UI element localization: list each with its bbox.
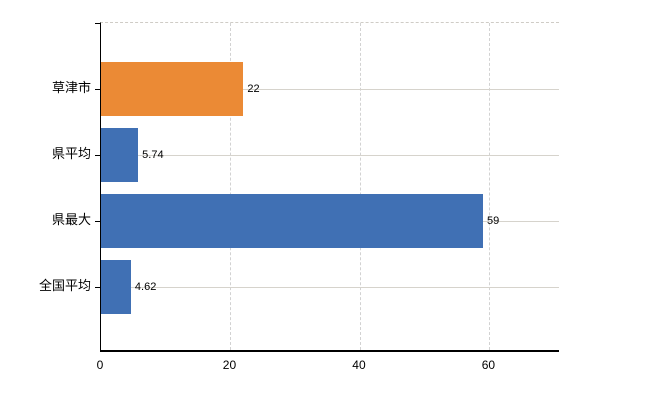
vertical-gridline (230, 23, 232, 350)
y-axis-tick (95, 23, 101, 24)
value-label: 5.74 (142, 149, 164, 161)
x-axis-tick-label: 20 (222, 358, 237, 372)
bar-highlight (101, 62, 244, 116)
x-axis-tick-label: 40 (352, 358, 366, 372)
y-axis-tick (95, 221, 101, 222)
category-label: 草津市 (51, 80, 91, 95)
horizontal-gridline (101, 287, 559, 288)
category-label: 県平均 (51, 146, 91, 161)
horizontal-gridline (101, 155, 559, 156)
y-axis-tick (95, 287, 101, 288)
x-axis-tick-label: 60 (481, 358, 496, 372)
category-label: 県最大 (51, 212, 91, 227)
y-axis-tick (95, 89, 101, 90)
bar-series (101, 194, 483, 248)
vertical-gridline (359, 23, 361, 350)
bar-series (101, 128, 139, 182)
value-label: 59 (486, 215, 500, 227)
horizontal-gridline (101, 89, 559, 90)
bar-series (101, 260, 131, 314)
y-axis-tick (95, 155, 101, 156)
plot-area: 22 5.74 59 4.62 (95, 22, 559, 352)
vertical-gridline (489, 23, 491, 350)
x-axis-tick-label: 0 (96, 358, 104, 372)
value-label: 4.62 (134, 281, 157, 293)
category-label: 全国平均 (38, 278, 91, 293)
value-label: 22 (247, 83, 260, 95)
